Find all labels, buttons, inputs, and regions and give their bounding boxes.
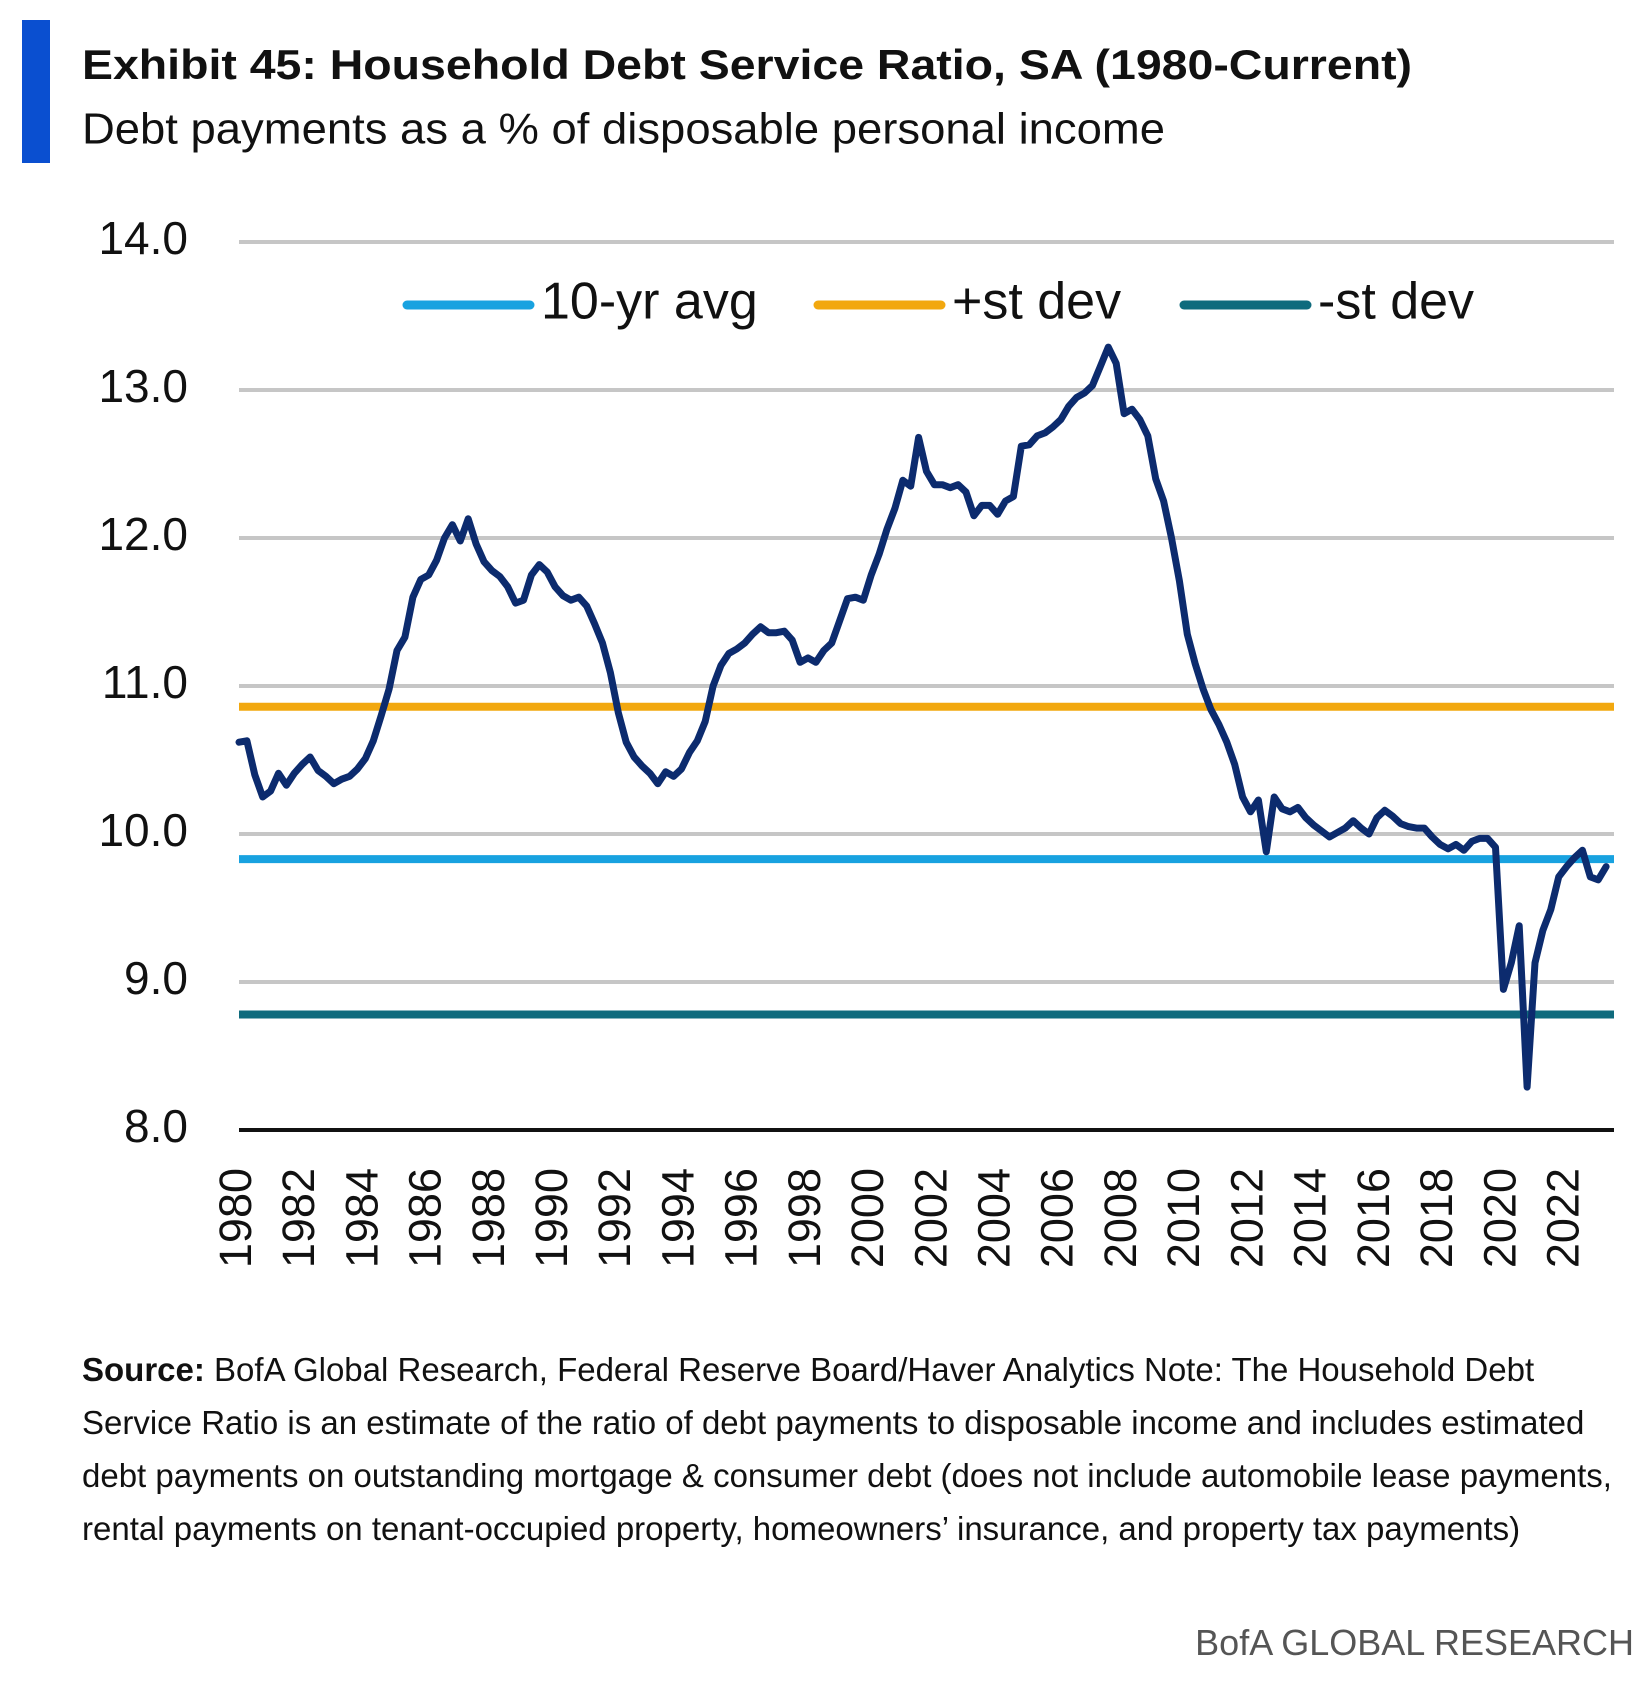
x-tick-label: 2012	[1221, 1168, 1272, 1268]
branding: BofA GLOBAL RESEARCH	[1195, 1622, 1634, 1663]
chart: Exhibit 45: Household Debt Service Ratio…	[22, 20, 1614, 1268]
legend-label: 10-yr avg	[541, 273, 758, 331]
y-tick-label: 10.0	[98, 804, 188, 856]
y-tick-label: 14.0	[98, 212, 188, 264]
x-tick-label: 1998	[779, 1168, 830, 1268]
x-tick-label: 1980	[210, 1168, 261, 1268]
x-tick-label: 2022	[1537, 1168, 1588, 1268]
x-tick-label: 1996	[716, 1168, 767, 1268]
x-tick-label: 2020	[1474, 1168, 1525, 1268]
legend-label: -st dev	[1318, 273, 1474, 331]
y-tick-label: 11.0	[102, 656, 188, 708]
y-tick-label: 13.0	[98, 360, 188, 412]
chart-title: Exhibit 45: Household Debt Service Ratio…	[82, 41, 1412, 88]
x-tick-label: 2002	[905, 1168, 956, 1268]
x-tick-label: 2004	[969, 1168, 1020, 1268]
legend-label: +st dev	[952, 273, 1121, 331]
x-tick-label: 1994	[652, 1168, 703, 1268]
x-tick-label: 1986	[400, 1168, 451, 1268]
y-tick-label: 12.0	[98, 508, 188, 560]
x-tick-label: 2010	[1158, 1168, 1209, 1268]
data-line	[235, 343, 1610, 1091]
y-tick-label: 8.0	[124, 1100, 188, 1152]
title-accent	[22, 20, 50, 163]
chart-subtitle: Debt payments as a % of disposable perso…	[82, 105, 1165, 154]
x-tick-label: 2000	[842, 1168, 893, 1268]
x-tick-label: 2008	[1095, 1168, 1146, 1268]
x-tick-label: 1982	[273, 1168, 324, 1268]
x-tick-label: 2018	[1411, 1168, 1462, 1268]
source-label: Source:	[82, 1351, 205, 1388]
note-text: BofA Global Research, Federal Reserve Bo…	[82, 1351, 1612, 1547]
x-tick-label: 2006	[1032, 1168, 1083, 1268]
x-tick-label: 2014	[1285, 1168, 1336, 1268]
x-tick-label: 1988	[463, 1168, 514, 1268]
y-tick-label: 9.0	[124, 952, 188, 1004]
x-tick-label: 2016	[1348, 1168, 1399, 1268]
x-tick-label: 1992	[589, 1168, 640, 1268]
x-tick-label: 1990	[526, 1168, 577, 1268]
x-tick-label: 1984	[336, 1168, 387, 1268]
source-note: Source: BofA Global Research, Federal Re…	[82, 1343, 1612, 1555]
